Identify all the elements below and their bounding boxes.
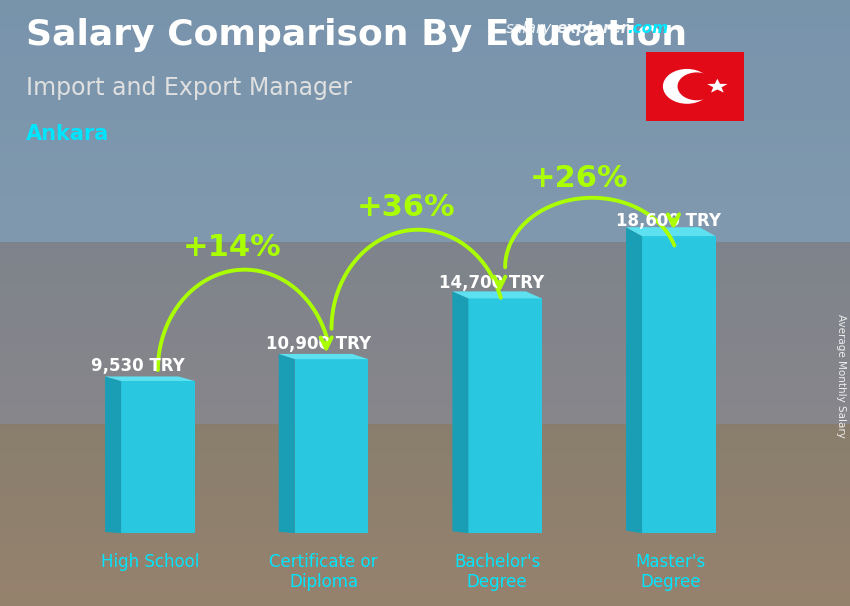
Bar — [468, 298, 542, 533]
Text: +26%: +26% — [530, 164, 629, 193]
Text: Certificate or
Diploma: Certificate or Diploma — [269, 553, 377, 591]
Text: Salary Comparison By Education: Salary Comparison By Education — [26, 18, 687, 52]
Text: +14%: +14% — [183, 233, 281, 262]
Polygon shape — [279, 354, 295, 533]
Polygon shape — [626, 227, 716, 236]
Text: .com: .com — [627, 21, 668, 36]
Polygon shape — [626, 227, 642, 533]
Text: Import and Export Manager: Import and Export Manager — [26, 76, 352, 100]
Text: Bachelor's
Degree: Bachelor's Degree — [454, 553, 541, 591]
Circle shape — [664, 70, 711, 103]
Polygon shape — [452, 291, 468, 533]
Bar — [642, 236, 716, 533]
Polygon shape — [452, 291, 542, 298]
Text: explorer: explorer — [557, 21, 629, 36]
Text: salary: salary — [506, 21, 552, 36]
Polygon shape — [279, 354, 368, 359]
Text: 9,530 TRY: 9,530 TRY — [91, 357, 184, 375]
Polygon shape — [105, 376, 195, 381]
Text: High School: High School — [100, 553, 199, 571]
Text: Ankara: Ankara — [26, 124, 109, 144]
Bar — [121, 381, 195, 533]
Polygon shape — [707, 79, 728, 93]
Circle shape — [678, 73, 716, 99]
Text: Master's
Degree: Master's Degree — [636, 553, 705, 591]
Bar — [295, 359, 368, 533]
Text: 10,900 TRY: 10,900 TRY — [265, 335, 371, 353]
Text: 18,600 TRY: 18,600 TRY — [615, 211, 721, 230]
Text: +36%: +36% — [357, 193, 456, 222]
Text: Average Monthly Salary: Average Monthly Salary — [836, 314, 846, 438]
Polygon shape — [105, 376, 121, 533]
Text: 14,700 TRY: 14,700 TRY — [439, 274, 544, 292]
